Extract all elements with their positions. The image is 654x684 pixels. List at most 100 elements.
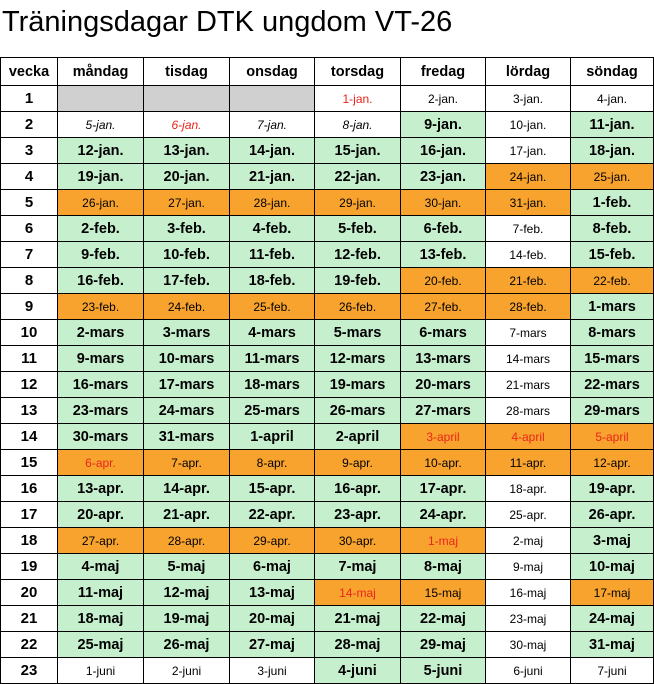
day-cell-saturday[interactable]: 18-apr.	[485, 475, 571, 502]
day-cell-monday[interactable]: 4-maj	[57, 553, 144, 580]
day-cell-wednesday[interactable]: 18-feb.	[229, 267, 315, 294]
day-cell-monday[interactable]: 13-apr.	[57, 475, 144, 502]
day-cell-tuesday[interactable]: 7-apr.	[143, 449, 230, 476]
day-cell-monday[interactable]	[57, 85, 144, 112]
day-cell-saturday[interactable]: 21-mars	[485, 371, 571, 398]
day-cell-thursday[interactable]: 29-jan.	[314, 189, 401, 216]
day-cell-thursday[interactable]: 26-feb.	[314, 293, 401, 320]
week-number[interactable]: 18	[0, 527, 58, 554]
day-cell-friday[interactable]: 1-maj	[400, 527, 486, 554]
day-cell-wednesday[interactable]	[229, 85, 315, 112]
day-cell-monday[interactable]: 16-feb.	[57, 267, 144, 294]
day-cell-tuesday[interactable]: 31-mars	[143, 423, 230, 450]
day-cell-monday[interactable]: 26-jan.	[57, 189, 144, 216]
day-cell-tuesday[interactable]: 19-maj	[143, 605, 230, 632]
week-number[interactable]: 8	[0, 267, 58, 294]
day-cell-tuesday[interactable]: 2-juni	[143, 657, 230, 684]
day-cell-thursday[interactable]: 26-mars	[314, 397, 401, 424]
week-number[interactable]: 1	[0, 85, 58, 112]
day-cell-thursday[interactable]: 8-jan.	[314, 111, 401, 138]
week-number[interactable]: 19	[0, 553, 58, 580]
day-cell-tuesday[interactable]: 3-mars	[143, 319, 230, 346]
day-cell-wednesday[interactable]: 15-apr.	[229, 475, 315, 502]
day-cell-monday[interactable]: 2-feb.	[57, 215, 144, 242]
day-cell-sunday[interactable]: 29-mars	[570, 397, 654, 424]
day-cell-tuesday[interactable]: 20-jan.	[143, 163, 230, 190]
day-cell-tuesday[interactable]: 12-maj	[143, 579, 230, 606]
day-cell-thursday[interactable]: 15-jan.	[314, 137, 401, 164]
day-cell-friday[interactable]: 20-mars	[400, 371, 486, 398]
day-cell-wednesday[interactable]: 8-apr.	[229, 449, 315, 476]
day-cell-sunday[interactable]: 22-mars	[570, 371, 654, 398]
day-cell-sunday[interactable]: 12-apr.	[570, 449, 654, 476]
day-cell-saturday[interactable]: 9-maj	[485, 553, 571, 580]
day-cell-friday[interactable]: 2-jan.	[400, 85, 486, 112]
day-cell-monday[interactable]: 1-juni	[57, 657, 144, 684]
week-number[interactable]: 21	[0, 605, 58, 632]
day-cell-wednesday[interactable]: 6-maj	[229, 553, 315, 580]
day-cell-thursday[interactable]: 21-maj	[314, 605, 401, 632]
week-number[interactable]: 7	[0, 241, 58, 268]
day-cell-wednesday[interactable]: 13-maj	[229, 579, 315, 606]
day-cell-monday[interactable]: 2-mars	[57, 319, 144, 346]
day-cell-tuesday[interactable]: 21-apr.	[143, 501, 230, 528]
week-number[interactable]: 12	[0, 371, 58, 398]
week-number[interactable]: 6	[0, 215, 58, 242]
day-cell-thursday[interactable]: 19-feb.	[314, 267, 401, 294]
day-cell-sunday[interactable]: 11-jan.	[570, 111, 654, 138]
day-cell-friday[interactable]: 13-feb.	[400, 241, 486, 268]
day-cell-saturday[interactable]: 7-feb.	[485, 215, 571, 242]
day-cell-sunday[interactable]: 7-juni	[570, 657, 654, 684]
week-number[interactable]: 22	[0, 631, 58, 658]
day-cell-monday[interactable]: 6-apr.	[57, 449, 144, 476]
day-cell-wednesday[interactable]: 4-feb.	[229, 215, 315, 242]
day-cell-friday[interactable]: 27-mars	[400, 397, 486, 424]
day-cell-friday[interactable]: 6-mars	[400, 319, 486, 346]
day-cell-tuesday[interactable]: 10-mars	[143, 345, 230, 372]
day-cell-monday[interactable]: 19-jan.	[57, 163, 144, 190]
day-cell-sunday[interactable]: 10-maj	[570, 553, 654, 580]
day-cell-thursday[interactable]: 22-jan.	[314, 163, 401, 190]
day-cell-sunday[interactable]: 19-apr.	[570, 475, 654, 502]
day-cell-monday[interactable]: 30-mars	[57, 423, 144, 450]
week-number[interactable]: 11	[0, 345, 58, 372]
day-cell-wednesday[interactable]: 25-mars	[229, 397, 315, 424]
day-cell-tuesday[interactable]: 6-jan.	[143, 111, 230, 138]
day-cell-monday[interactable]: 27-apr.	[57, 527, 144, 554]
day-cell-saturday[interactable]: 11-apr.	[485, 449, 571, 476]
day-cell-thursday[interactable]: 5-mars	[314, 319, 401, 346]
day-cell-tuesday[interactable]: 24-mars	[143, 397, 230, 424]
day-cell-tuesday[interactable]: 17-mars	[143, 371, 230, 398]
day-cell-monday[interactable]: 23-mars	[57, 397, 144, 424]
day-cell-sunday[interactable]: 5-april	[570, 423, 654, 450]
day-cell-thursday[interactable]: 7-maj	[314, 553, 401, 580]
day-cell-saturday[interactable]: 17-jan.	[485, 137, 571, 164]
week-number[interactable]: 23	[0, 657, 58, 684]
day-cell-friday[interactable]: 20-feb.	[400, 267, 486, 294]
day-cell-sunday[interactable]: 8-mars	[570, 319, 654, 346]
day-cell-friday[interactable]: 13-mars	[400, 345, 486, 372]
day-cell-thursday[interactable]: 12-mars	[314, 345, 401, 372]
day-cell-sunday[interactable]: 31-maj	[570, 631, 654, 658]
day-cell-tuesday[interactable]	[143, 85, 230, 112]
day-cell-tuesday[interactable]: 26-maj	[143, 631, 230, 658]
day-cell-tuesday[interactable]: 13-jan.	[143, 137, 230, 164]
week-number[interactable]: 4	[0, 163, 58, 190]
day-cell-wednesday[interactable]: 25-feb.	[229, 293, 315, 320]
day-cell-saturday[interactable]: 30-maj	[485, 631, 571, 658]
day-cell-thursday[interactable]: 12-feb.	[314, 241, 401, 268]
day-cell-sunday[interactable]: 8-feb.	[570, 215, 654, 242]
day-cell-saturday[interactable]: 25-apr.	[485, 501, 571, 528]
day-cell-friday[interactable]: 23-jan.	[400, 163, 486, 190]
day-cell-saturday[interactable]: 21-feb.	[485, 267, 571, 294]
day-cell-sunday[interactable]: 3-maj	[570, 527, 654, 554]
day-cell-sunday[interactable]: 24-maj	[570, 605, 654, 632]
day-cell-saturday[interactable]: 24-jan.	[485, 163, 571, 190]
day-cell-wednesday[interactable]: 20-maj	[229, 605, 315, 632]
day-cell-friday[interactable]: 27-feb.	[400, 293, 486, 320]
day-cell-monday[interactable]: 16-mars	[57, 371, 144, 398]
day-cell-monday[interactable]: 11-maj	[57, 579, 144, 606]
day-cell-saturday[interactable]: 23-maj	[485, 605, 571, 632]
day-cell-wednesday[interactable]: 14-jan.	[229, 137, 315, 164]
day-cell-friday[interactable]: 6-feb.	[400, 215, 486, 242]
